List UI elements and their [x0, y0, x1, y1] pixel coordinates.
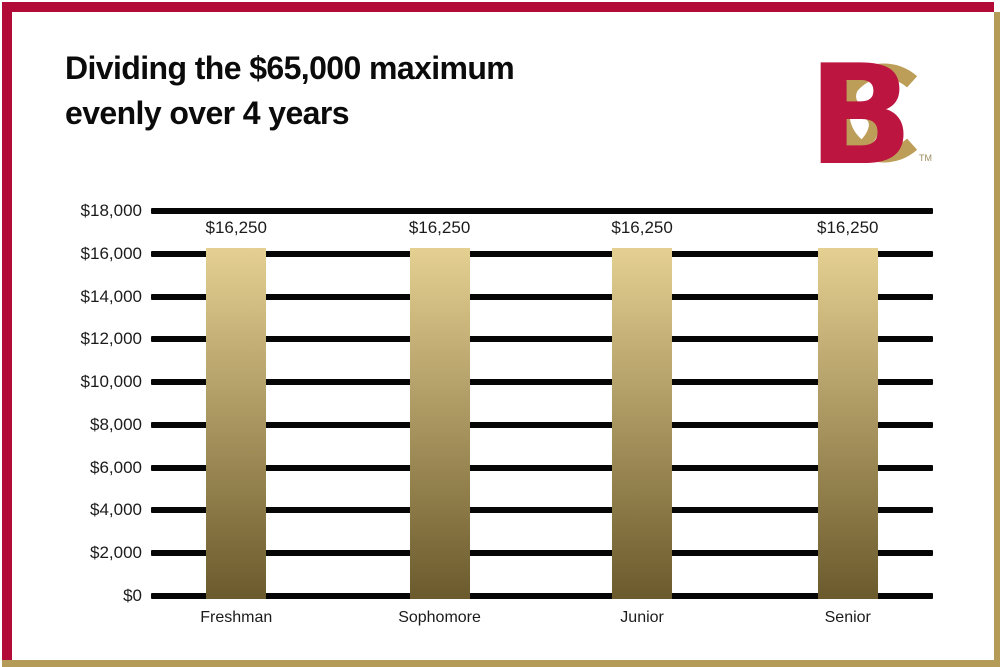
gridline [151, 593, 933, 599]
gridline [151, 336, 933, 343]
bar-senior [817, 248, 878, 599]
y-axis-tick-label: $6,000 [90, 457, 142, 477]
x-axis-category-label: Senior [824, 609, 871, 626]
y-axis-tick-label: $10,000 [80, 372, 142, 392]
gridline [151, 379, 933, 386]
bc-logo: B TM [812, 57, 938, 171]
bar-chart-plot: $0 $2,000 $4,000 $6,000 $8,000 $10,000 $12,000… [81, 201, 933, 626]
bar-sophomore [409, 248, 470, 599]
logo-letter-c-arc [834, 63, 918, 163]
y-axis-tick-label: $12,000 [80, 329, 142, 349]
x-axis-category-label: Junior [620, 609, 664, 626]
y-axis-tick-label: $18,000 [80, 201, 142, 220]
bar-junior [612, 248, 673, 599]
bar-value-label: $16,250 [205, 218, 267, 237]
logo-letter-b: B [812, 57, 913, 171]
bar-value-label: $16,250 [408, 218, 471, 237]
gridline [151, 250, 933, 257]
gridline [151, 421, 933, 428]
frame-border-bottom [2, 660, 994, 667]
x-axis-category-label: Freshman [200, 609, 273, 626]
gridline [151, 208, 933, 214]
bar-freshman [206, 248, 267, 599]
gridline [151, 464, 933, 471]
frame-border-left [2, 2, 12, 660]
frame-border-right [994, 12, 1000, 667]
bar-value-label: $16,250 [817, 218, 879, 237]
gridline [151, 507, 933, 514]
frame-border-top [2, 2, 994, 12]
y-axis-tick-label: $4,000 [90, 500, 142, 520]
x-axis-category-label: Sophomore [398, 609, 481, 626]
logo-trademark: TM [919, 153, 932, 163]
y-axis-tick-label: $2,000 [90, 543, 142, 563]
y-axis-tick-label: $0 [123, 586, 142, 605]
chart-title-line-2: evenly over 4 years [65, 95, 350, 131]
bar-value-label: $16,250 [611, 218, 673, 237]
y-axis-tick-label: $14,000 [80, 286, 142, 306]
gridline [151, 293, 933, 300]
y-axis-tick-label: $16,000 [80, 243, 142, 263]
y-axis-tick-label: $8,000 [90, 414, 142, 434]
chart-title: Dividing the $65,000 maximum evenly over… [65, 46, 515, 136]
logo-gold-ribbon [845, 64, 880, 156]
gridline [151, 550, 933, 557]
chart-title-line-1: Dividing the $65,000 maximum [65, 50, 515, 86]
